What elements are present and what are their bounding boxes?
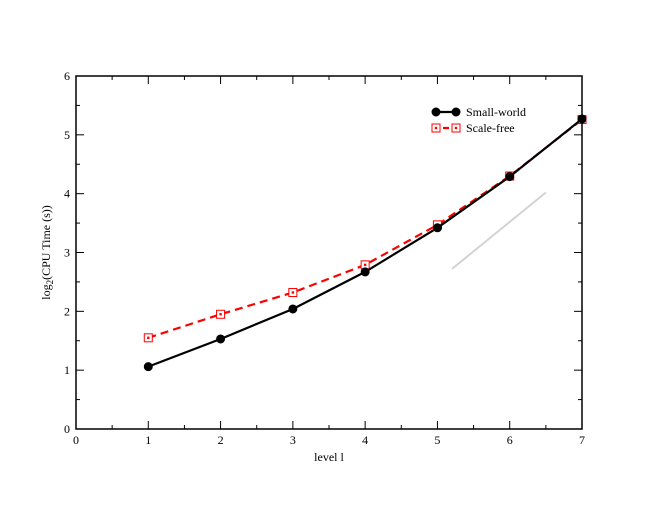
x-tick-label: 2 (218, 433, 224, 447)
series-layer (143, 114, 587, 372)
legend-marker-scale-free-center (454, 126, 458, 130)
x-tick-label: 1 (145, 433, 151, 447)
legend-marker-scale-free-center (434, 126, 438, 130)
legend-label-scale-free: Scale-free (466, 121, 515, 135)
y-tick-label: 6 (64, 69, 70, 83)
data-point-small-world (505, 172, 515, 182)
y-tick-label: 0 (64, 422, 70, 436)
data-point-small-world (143, 362, 153, 372)
x-tick-label: 4 (362, 433, 368, 447)
y-axis-title-subscript: 2 (45, 280, 55, 285)
data-point-small-world (288, 304, 298, 314)
reference-line (451, 191, 547, 270)
series-line-small-world (147, 118, 583, 368)
y-axis-title: log2(CPU Time (s)) (39, 205, 55, 300)
y-tick-label: 2 (64, 304, 70, 318)
data-point-small-world (432, 223, 442, 233)
x-axis-title: level l (314, 450, 344, 464)
legend-label-small-world: Small-world (466, 105, 526, 119)
data-point-small-world (360, 267, 370, 277)
data-point-scale-free-center (147, 336, 150, 340)
y-axis-title-prefix: log (39, 284, 53, 299)
y-tick-label: 1 (64, 363, 70, 377)
x-tick-label: 3 (290, 433, 296, 447)
ticks-layer: 0 1 2 3 4 5 6 7 0 1 2 3 4 5 6 (64, 69, 585, 447)
series-line-scale-free (147, 118, 583, 339)
x-tick-label: 0 (73, 433, 79, 447)
x-tick-label: 5 (434, 433, 440, 447)
reference-layer (451, 191, 547, 270)
data-point-small-world (216, 334, 226, 344)
data-point-scale-free-center (291, 291, 295, 294)
legend-marker-small-world (431, 107, 441, 117)
legend: Small-world Scale-free (431, 105, 526, 135)
data-point-scale-free-center (363, 263, 367, 267)
y-tick-label: 4 (64, 187, 70, 201)
data-point-scale-free-center (219, 313, 222, 316)
y-tick-label: 5 (64, 128, 70, 142)
y-tick-label: 3 (64, 246, 70, 260)
x-tick-label: 7 (579, 433, 585, 447)
x-tick-label: 6 (507, 433, 513, 447)
y-axis-title-rest: (CPU Time (s)) (39, 205, 53, 280)
legend-marker-small-world (451, 107, 461, 117)
